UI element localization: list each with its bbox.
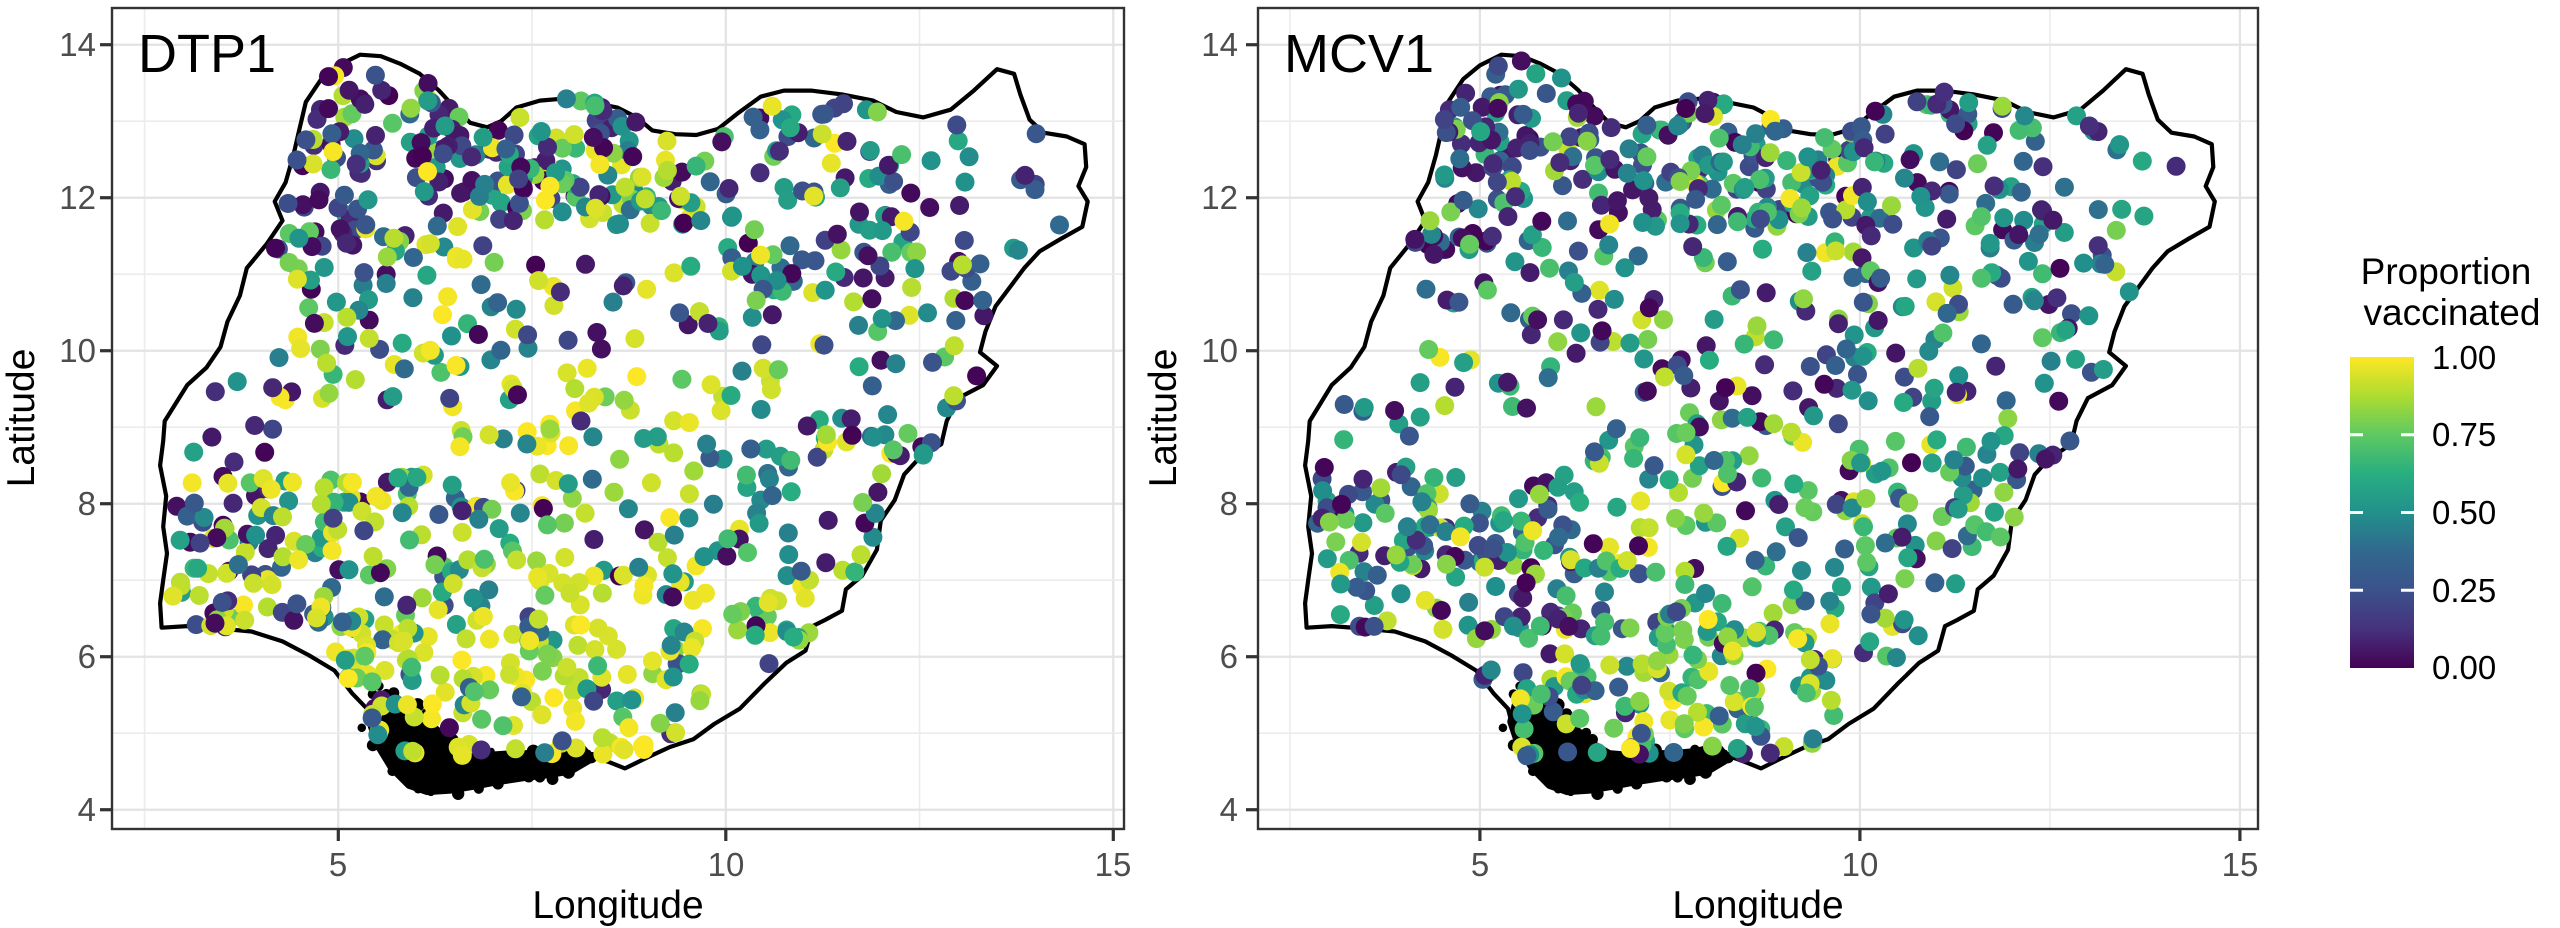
panel-border-mcv1 <box>1256 6 2260 831</box>
x-axis-title-left: Longitude <box>532 884 703 927</box>
y-tick-label: 14 <box>59 26 96 63</box>
x-tick-label: 10 <box>1842 846 1879 883</box>
x-tick-label: 15 <box>2222 846 2259 883</box>
y-tick-label: 14 <box>1201 26 1238 63</box>
y-tick-label: 10 <box>59 332 96 369</box>
axis-tick-marks-dtp1 <box>100 43 1115 841</box>
legend-label: 1.00 <box>2432 339 2496 376</box>
y-tick-label: 12 <box>59 179 96 216</box>
y-tick-label: 8 <box>1220 485 1238 522</box>
legend-label: 0.25 <box>2432 572 2496 609</box>
panel-title-dtp1: DTP1 <box>138 24 276 84</box>
x-tick-label: 10 <box>708 846 745 883</box>
y-tick-label: 6 <box>1220 638 1238 675</box>
y-tick-label: 6 <box>78 638 96 675</box>
data-points-mcv1 <box>1308 51 2186 766</box>
legend-label: 0.00 <box>2432 649 2496 686</box>
legend-label: 0.50 <box>2432 494 2496 531</box>
y-tick-label: 12 <box>1201 179 1238 216</box>
panel-dtp1: DTP1 <box>100 6 1126 841</box>
nigeria-outline-mcv1 <box>1303 52 2217 800</box>
panel-mcv1: MCV1 <box>1246 6 2260 841</box>
y-axis-title-right: Latitude <box>1142 349 1185 488</box>
data-points-dtp1 <box>163 58 1069 765</box>
legend-title-line1: Proportion <box>2361 251 2532 292</box>
legend-title-line2: vaccinated <box>2364 292 2541 333</box>
x-tick-label: 5 <box>1471 846 1489 883</box>
x-axis-title-right: Longitude <box>1672 884 1843 927</box>
y-tick-label: 8 <box>78 485 96 522</box>
y-tick-label: 4 <box>78 791 96 828</box>
x-tick-label: 15 <box>1095 846 1132 883</box>
panel-border-dtp1 <box>110 6 1126 831</box>
legend-proportion-vaccinated: Proportion vaccinated 1.00 0.75 0.50 0.2… <box>2350 251 2540 686</box>
axis-tick-marks-mcv1 <box>1246 43 2242 841</box>
panel-title-mcv1: MCV1 <box>1284 24 1434 84</box>
x-tick-label: 5 <box>329 846 347 883</box>
y-tick-label: 10 <box>1201 332 1238 369</box>
y-tick-label: 4 <box>1220 791 1238 828</box>
legend-label: 0.75 <box>2432 416 2496 453</box>
legend-colorbar-ticks <box>2350 433 2414 592</box>
y-axis-title-left: Latitude <box>0 349 43 488</box>
